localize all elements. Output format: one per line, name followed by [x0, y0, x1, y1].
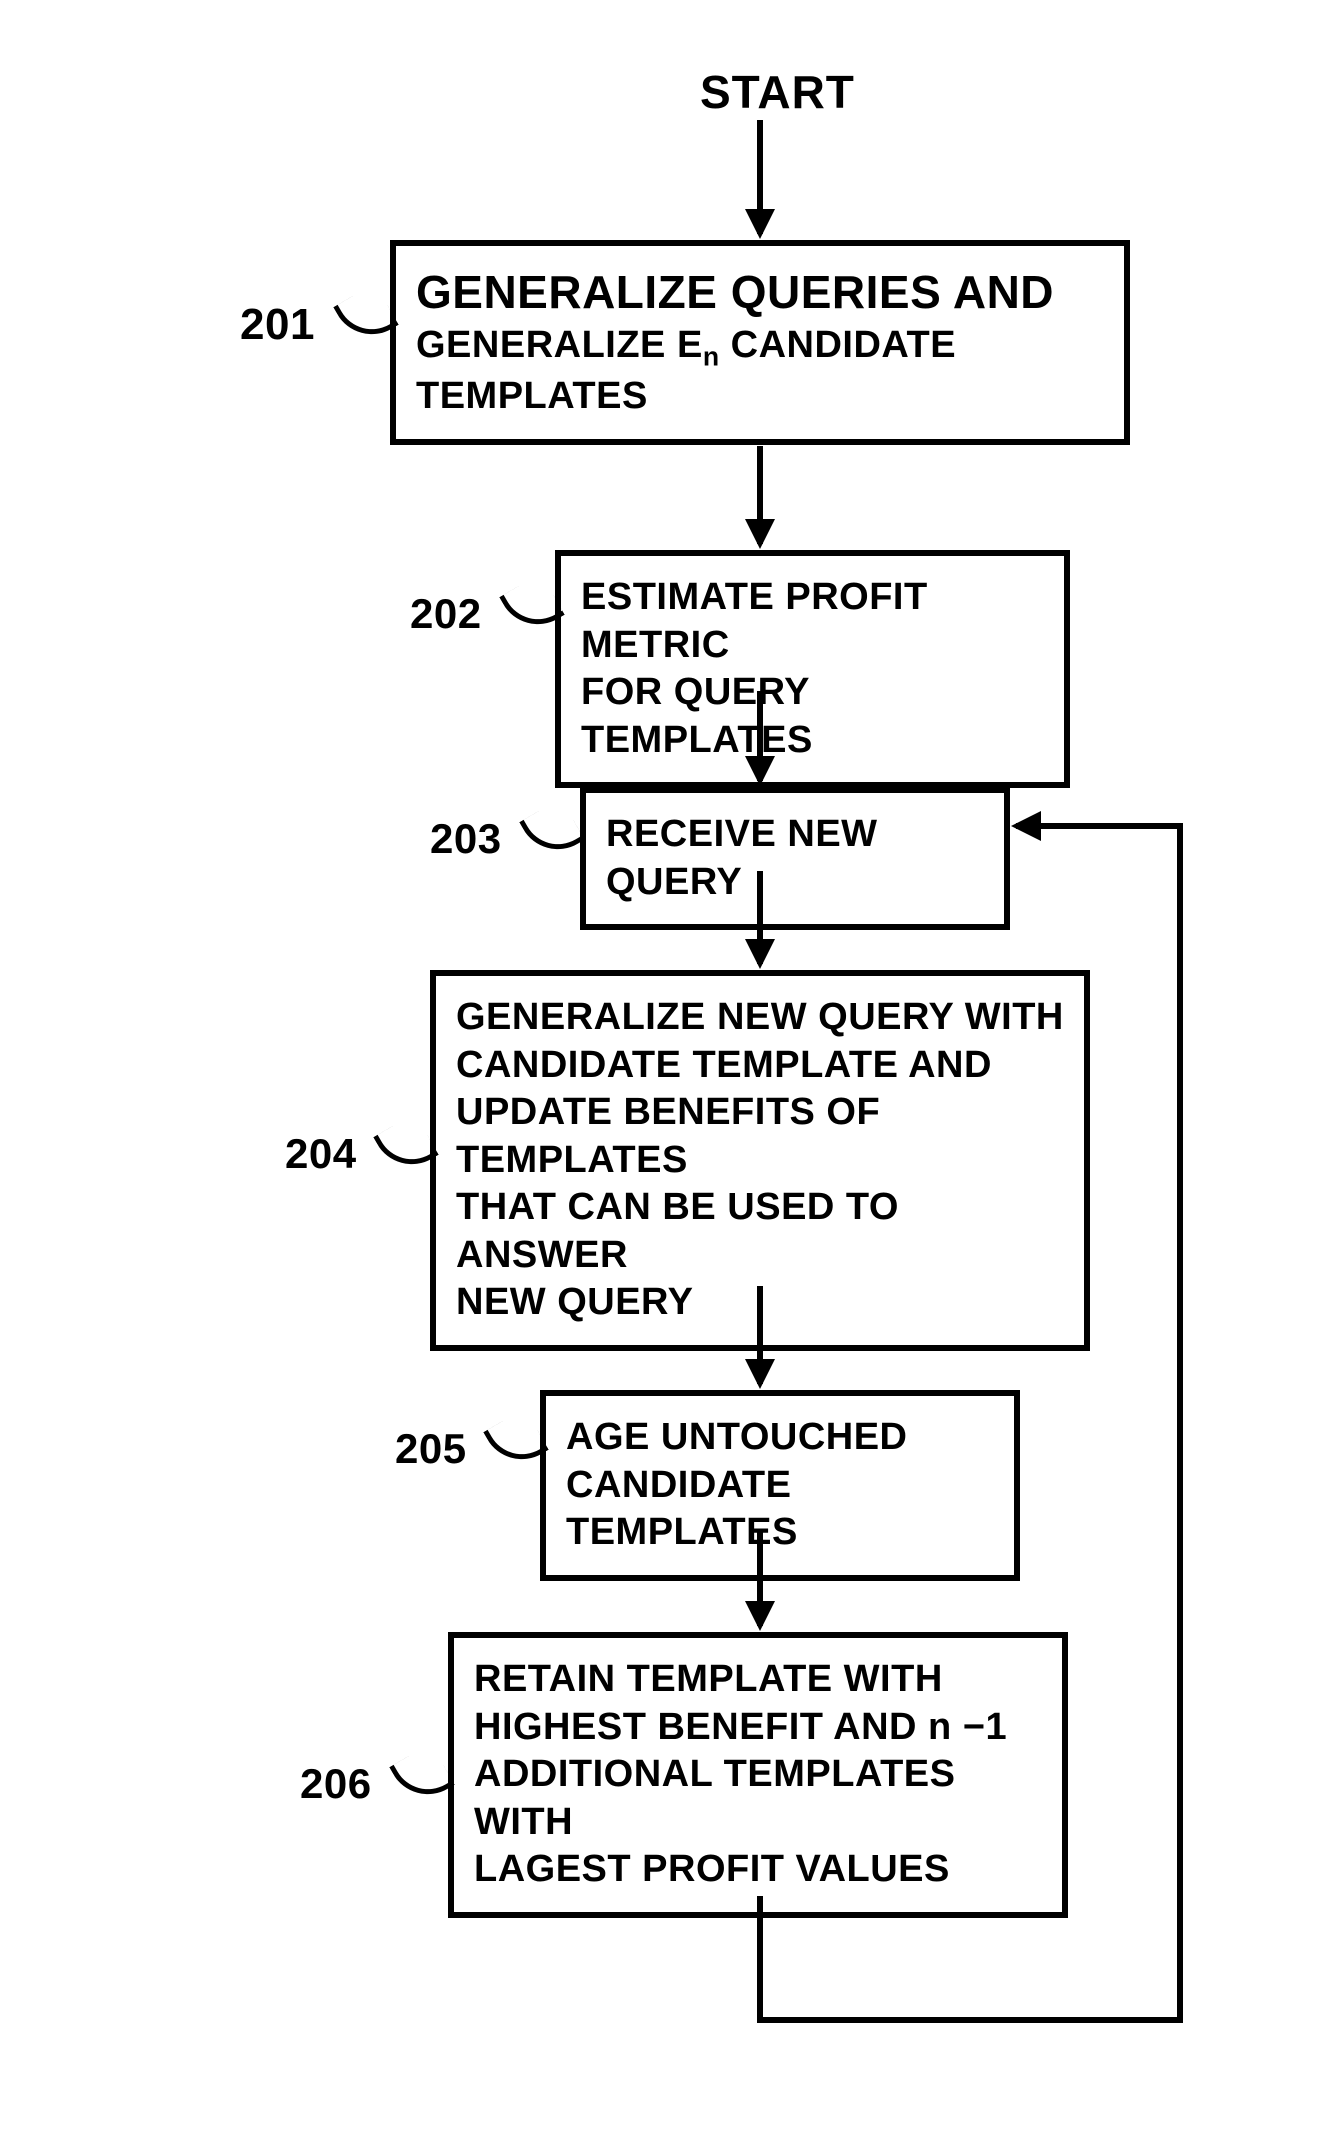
reference-label-206: 206 [300, 1760, 372, 1808]
reference-hook-204 [373, 1113, 439, 1179]
process-box-206: RETAIN TEMPLATE WITHHIGHEST BENEFIT AND … [448, 1632, 1068, 1918]
box-line: GENERALIZE QUERIES AND [416, 264, 1104, 322]
reference-hook-206 [389, 1743, 455, 1809]
flowchart-canvas: START GENERALIZE QUERIES ANDGENERALIZE En… [0, 0, 1326, 2136]
box-line: ADDITIONAL TEMPLATES WITH [474, 1751, 1042, 1846]
reference-label-201: 201 [240, 300, 315, 350]
box-line: THAT CAN BE USED TO ANSWER [456, 1184, 1064, 1279]
process-box-202: ESTIMATE PROFIT METRICFOR QUERY TEMPLATE… [555, 550, 1070, 788]
process-box-201: GENERALIZE QUERIES ANDGENERALIZE En CAND… [390, 240, 1130, 445]
box-line: CANDIDATE TEMPLATES [566, 1462, 994, 1557]
start-label: START [700, 65, 855, 119]
box-line: NEW QUERY [456, 1279, 1064, 1327]
box-line: GENERALIZE NEW QUERY WITH [456, 994, 1064, 1042]
box-line: RECEIVE NEW QUERY [606, 811, 984, 906]
box-line: ESTIMATE PROFIT METRIC [581, 574, 1044, 669]
box-line: RETAIN TEMPLATE WITH [474, 1656, 1042, 1704]
process-box-203: RECEIVE NEW QUERY [580, 787, 1010, 930]
box-line: HIGHEST BENEFIT AND n −1 [474, 1704, 1042, 1752]
box-line: LAGEST PROFIT VALUES [474, 1846, 1042, 1894]
reference-hook-201 [333, 283, 399, 349]
box-line: TEMPLATES [416, 373, 1104, 421]
reference-hook-205 [483, 1408, 549, 1474]
box-line: GENERALIZE En CANDIDATE [416, 322, 1104, 374]
box-line: AGE UNTOUCHED [566, 1414, 994, 1462]
reference-label-205: 205 [395, 1425, 467, 1473]
box-line: CANDIDATE TEMPLATE AND [456, 1042, 1064, 1090]
process-box-204: GENERALIZE NEW QUERY WITHCANDIDATE TEMPL… [430, 970, 1090, 1351]
reference-label-202: 202 [410, 590, 482, 638]
box-line: FOR QUERY TEMPLATES [581, 669, 1044, 764]
reference-label-204: 204 [285, 1130, 357, 1178]
reference-label-203: 203 [430, 815, 502, 863]
reference-hook-203 [519, 798, 585, 864]
box-line: UPDATE BENEFITS OF TEMPLATES [456, 1089, 1064, 1184]
process-box-205: AGE UNTOUCHEDCANDIDATE TEMPLATES [540, 1390, 1020, 1581]
